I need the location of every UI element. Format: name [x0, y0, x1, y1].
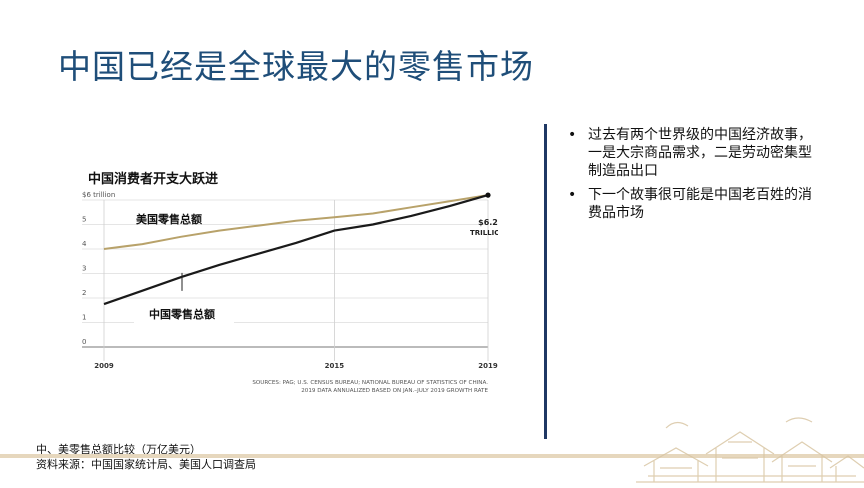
pavilion-watermark-icon [636, 417, 864, 483]
china-label-background [134, 305, 234, 323]
y-tick-label: 1 [82, 314, 86, 322]
chart-source-line: SOURCES: PAG; U.S. CENSUS BUREAU; NATION… [252, 380, 488, 386]
bottom-band [0, 454, 864, 458]
chart-source-line: 2019 DATA ANNUALIZED BASED ON JAN.–JULY … [301, 388, 488, 394]
y-tick-label: 5 [82, 216, 86, 224]
chart-figure: $6 trillion 5 4 3 2 1 0 2009 2015 2019 美国零售总额中国零… [78, 160, 498, 400]
bullet-dot-icon: • [568, 127, 577, 143]
bullet-dot-icon: • [568, 187, 577, 203]
line-chart: $6 trillion 5 4 3 2 1 0 2009 2015 2019 美国零售总额中国零… [82, 191, 498, 394]
x-tick-label: 2009 [94, 362, 114, 370]
annotation-value: $6.2 [478, 218, 498, 227]
x-tick-label: 2015 [325, 362, 345, 370]
chart-heading: 中国消费者开支大跃进 [88, 172, 219, 187]
endpoint-marker [485, 192, 491, 198]
annotation-unit: TRILLION [470, 229, 498, 237]
y-tick-label: $6 trillion [82, 191, 115, 199]
y-tick-label: 3 [82, 265, 86, 273]
y-tick-label: 2 [82, 289, 86, 297]
bullet-text: 下一个故事很可能是中国老百姓的消费品市场 [588, 187, 812, 221]
footer-caption: 中、美零售总额比较（万亿美元） 资料来源：中国国家统计局、美国人口调查局 [36, 442, 256, 472]
y-tick-label: 0 [82, 338, 86, 346]
china-series-label: 中国零售总额 [149, 307, 215, 321]
us-series-label: 美国零售总额 [136, 212, 202, 226]
china-retail-series-line [103, 194, 489, 306]
y-tick-label: 4 [82, 240, 87, 248]
footer-caption-title: 中、美零售总额比较（万亿美元） [36, 443, 201, 456]
bullet-text: 过去有两个世界级的中国经济故事，一是大宗商品需求，二是劳动密集型制造品出口 [588, 127, 812, 179]
bullet-item: • 过去有两个世界级的中国经济故事，一是大宗商品需求，二是劳动密集型制造品出口 [566, 126, 816, 180]
slide-title: 中国已经是全球最大的零售市场 [58, 47, 534, 86]
divider-line [544, 124, 547, 439]
bullet-list: • 过去有两个世界级的中国经济故事，一是大宗商品需求，二是劳动密集型制造品出口 … [566, 126, 816, 228]
us-retail-series-line [103, 194, 489, 250]
bullet-item: • 下一个故事很可能是中国老百姓的消费品市场 [566, 186, 816, 222]
x-tick-label: 2019 [478, 362, 498, 370]
footer-source: 资料来源：中国国家统计局、美国人口调查局 [36, 458, 256, 471]
